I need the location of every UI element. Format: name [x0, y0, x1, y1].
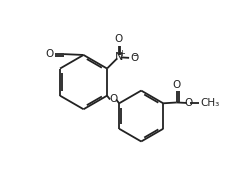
Text: N: N [114, 52, 123, 62]
Text: +: + [119, 49, 125, 58]
Text: O: O [45, 49, 53, 59]
Text: O: O [109, 95, 117, 104]
Text: O: O [184, 98, 192, 108]
Text: O: O [114, 34, 123, 44]
Text: CH₃: CH₃ [201, 98, 220, 108]
Text: –: – [132, 50, 137, 60]
Text: O: O [131, 52, 139, 63]
Text: O: O [173, 80, 181, 90]
